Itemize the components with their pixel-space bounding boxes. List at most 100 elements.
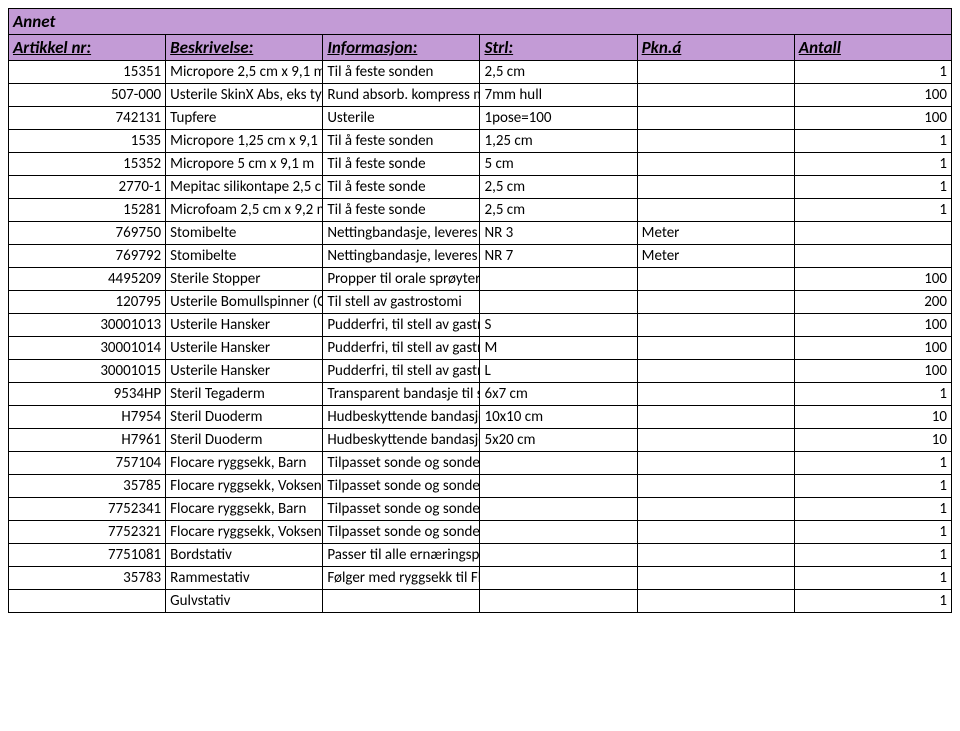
table-cell xyxy=(637,452,794,475)
table-cell: Micropore 5 cm x 9,1 m xyxy=(166,153,323,176)
table-cell: 100 xyxy=(794,107,951,130)
table-cell xyxy=(480,590,637,613)
table-cell xyxy=(794,245,951,268)
table-cell: 1 xyxy=(794,590,951,613)
table-cell: Transparent bandasje til sonde xyxy=(323,383,480,406)
table-cell: 6x7 cm xyxy=(480,383,637,406)
table-row: 507-000Usterile SkinX Abs, eks tynnRund … xyxy=(9,84,952,107)
table-row: 7752321Flocare ryggsekk, VoksenTilpasset… xyxy=(9,521,952,544)
table-cell: 5x20 cm xyxy=(480,429,637,452)
table-row: 9534HPSteril TegadermTransparent bandasj… xyxy=(9,383,952,406)
table-cell: 1 xyxy=(794,521,951,544)
table-cell: 35783 xyxy=(9,567,166,590)
table-cell: Gulvstativ xyxy=(166,590,323,613)
table-row: 15351Micropore 2,5 cm x 9,1 mTil å feste… xyxy=(9,61,952,84)
table-cell: Flocare ryggsekk, Barn xyxy=(166,452,323,475)
table-cell: Hudbeskyttende bandasje til sonde xyxy=(323,406,480,429)
table-cell: Tilpasset sonde og sondemat xyxy=(323,475,480,498)
table-cell: Pudderfri, til stell av gastrostomi xyxy=(323,337,480,360)
table-cell: Meter xyxy=(637,222,794,245)
table-cell: Meter xyxy=(637,245,794,268)
table-cell: 120795 xyxy=(9,291,166,314)
table-cell: Nettingbandasje, leveres i meter. xyxy=(323,245,480,268)
table-cell: 1 xyxy=(794,452,951,475)
table-cell: 1 xyxy=(794,176,951,199)
table-cell: 1 xyxy=(794,498,951,521)
table-title-row: Annet xyxy=(9,9,952,35)
table-row: 742131TupfereUsterile1pose=100100 xyxy=(9,107,952,130)
table-cell: H7961 xyxy=(9,429,166,452)
table-cell: Til å feste sonde xyxy=(323,176,480,199)
table-cell: Tilpasset sonde og sondemat xyxy=(323,521,480,544)
table-cell: NR 7 xyxy=(480,245,637,268)
table-row: 30001013Usterile HanskerPudderfri, til s… xyxy=(9,314,952,337)
table-cell xyxy=(480,291,637,314)
table-cell: Usterile SkinX Abs, eks tynn xyxy=(166,84,323,107)
table-cell: 100 xyxy=(794,314,951,337)
table-cell: 10 xyxy=(794,406,951,429)
table-cell: 1 xyxy=(794,383,951,406)
table-cell: Pudderfri, til stell av gastrostomi xyxy=(323,314,480,337)
col-header-pkn: Pkn.á xyxy=(637,35,794,61)
table-cell: 2,5 cm xyxy=(480,176,637,199)
table-row: 15352Micropore 5 cm x 9,1 mTil å feste s… xyxy=(9,153,952,176)
table-row: 35785Flocare ryggsekk, VoksenTilpasset s… xyxy=(9,475,952,498)
table-cell xyxy=(637,291,794,314)
table-cell: 2,5 cm xyxy=(480,199,637,222)
table-row: 4495209Sterile StopperPropper til orale … xyxy=(9,268,952,291)
table-cell: Sterile Stopper xyxy=(166,268,323,291)
supply-table: Annet Artikkel nr: Beskrivelse: Informas… xyxy=(8,8,952,613)
table-cell: H7954 xyxy=(9,406,166,429)
col-header-informasjon: Informasjon: xyxy=(323,35,480,61)
table-cell xyxy=(637,84,794,107)
table-cell: 4495209 xyxy=(9,268,166,291)
table-cell xyxy=(637,544,794,567)
table-cell: 10x10 cm xyxy=(480,406,637,429)
col-header-beskrivelse: Beskrivelse: xyxy=(166,35,323,61)
table-cell: Usterile xyxy=(323,107,480,130)
table-cell: Rund absorb. kompress m/splitt xyxy=(323,84,480,107)
table-cell xyxy=(637,107,794,130)
table-cell: 30001014 xyxy=(9,337,166,360)
table-cell: Passer til alle ernæringspumper xyxy=(323,544,480,567)
table-cell xyxy=(637,521,794,544)
table-cell: Flocare ryggsekk, Barn xyxy=(166,498,323,521)
table-cell xyxy=(480,544,637,567)
table-cell: 100 xyxy=(794,337,951,360)
table-cell: Usterile Bomullspinner (Q-tips) xyxy=(166,291,323,314)
table-cell xyxy=(637,567,794,590)
table-cell: 1 xyxy=(794,153,951,176)
table-cell: Stomibelte xyxy=(166,222,323,245)
table-row: H7954Steril DuodermHudbeskyttende bandas… xyxy=(9,406,952,429)
table-row: 1535Micropore 1,25 cm x 9,1 mTil å feste… xyxy=(9,130,952,153)
table-row: 769792StomibelteNettingbandasje, leveres… xyxy=(9,245,952,268)
table-cell: 2,5 cm xyxy=(480,61,637,84)
table-row: H7961Steril DuodermHudbeskyttende bandas… xyxy=(9,429,952,452)
table-cell: 100 xyxy=(794,268,951,291)
table-cell xyxy=(637,268,794,291)
table-cell: 757104 xyxy=(9,452,166,475)
table-row: 7751081BordstativPasser til alle ernærin… xyxy=(9,544,952,567)
table-cell: 10 xyxy=(794,429,951,452)
table-cell: 1535 xyxy=(9,130,166,153)
table-cell: Til å feste sonden xyxy=(323,130,480,153)
table-row: 2770-1Mepitac silikontape 2,5 c, x 5 mTi… xyxy=(9,176,952,199)
table-cell: Følger med ryggsekk til Flocare xyxy=(323,567,480,590)
table-cell xyxy=(637,153,794,176)
table-cell xyxy=(637,590,794,613)
table-cell xyxy=(323,590,480,613)
supply-table-wrap: Annet Artikkel nr: Beskrivelse: Informas… xyxy=(8,8,952,613)
table-cell xyxy=(637,406,794,429)
table-header-row: Artikkel nr: Beskrivelse: Informasjon: S… xyxy=(9,35,952,61)
table-cell: L xyxy=(480,360,637,383)
table-cell: 7mm hull xyxy=(480,84,637,107)
table-cell: 2770-1 xyxy=(9,176,166,199)
table-cell: 7752321 xyxy=(9,521,166,544)
table-cell xyxy=(480,452,637,475)
table-cell: 742131 xyxy=(9,107,166,130)
table-cell: 7752341 xyxy=(9,498,166,521)
table-cell xyxy=(637,475,794,498)
table-row: 30001014Usterile HanskerPudderfri, til s… xyxy=(9,337,952,360)
table-cell xyxy=(9,590,166,613)
table-cell: 769750 xyxy=(9,222,166,245)
